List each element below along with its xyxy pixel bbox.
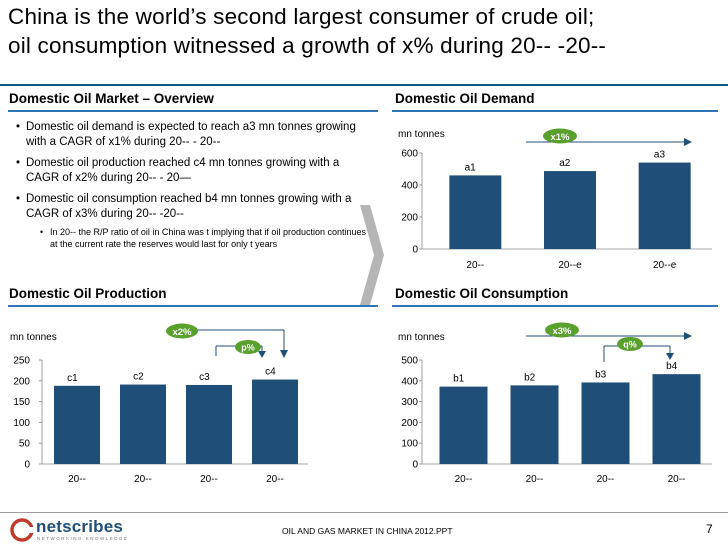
page-number: 7 — [706, 522, 713, 536]
demand-bar — [544, 171, 596, 249]
production-category-label: 20-- — [68, 474, 86, 485]
consumption-bar — [652, 374, 701, 464]
overview-sub-bullet: In 20-- the R/P ratio of oil in China wa… — [14, 226, 374, 250]
demand-y-tick-label: 200 — [401, 213, 418, 224]
demand-heading-rule — [392, 110, 718, 112]
demand-data-label: a3 — [654, 150, 666, 161]
production-growth-badge-label: x2% — [172, 327, 192, 338]
production-data-label: c4 — [265, 367, 276, 378]
footer-divider — [0, 512, 728, 513]
production-data-label: c2 — [133, 372, 144, 383]
demand-category-label: 20--e — [653, 260, 677, 271]
production-data-label: c1 — [67, 373, 78, 384]
consumption-growth-badge-label: x3% — [552, 326, 572, 337]
demand-bar — [449, 175, 502, 249]
demand-heading: Domestic Oil Demand — [395, 91, 535, 106]
overview-heading: Domestic Oil Market – Overview — [9, 91, 214, 106]
consumption-category-label: 20-- — [668, 474, 686, 485]
production-category-label: 20-- — [266, 474, 284, 485]
demand-growth-arrowhead-icon — [684, 138, 692, 146]
consumption-y-tick-label: 400 — [401, 376, 418, 387]
production-y-tick-label: 0 — [24, 460, 30, 471]
consumption-y-tick-label: 100 — [401, 439, 418, 450]
production-chart: mn tonnes x2% p% 0 50 100 150 200 250 c1 20-- c2… — [10, 323, 308, 485]
overview-bullet-list: Domestic oil demand is expected to reach… — [14, 120, 374, 250]
production-growth-arrowhead-icon — [280, 350, 288, 358]
consumption-bar — [581, 382, 630, 464]
demand-y-tick-label: 400 — [401, 181, 418, 192]
demand-growth-badge: x1% — [543, 128, 577, 144]
netscribes-logo-name: netscribes — [36, 517, 124, 536]
consumption-data-label: b2 — [524, 372, 536, 383]
demand-y-tick-label: 0 — [412, 245, 418, 256]
consumption-category-label: 20-- — [455, 474, 473, 485]
consumption-heading: Domestic Oil Consumption — [395, 286, 569, 301]
production-category-label: 20-- — [134, 474, 152, 485]
production-heading: Domestic Oil Production — [9, 286, 167, 301]
consumption-period-badge: q% — [617, 337, 643, 351]
title-divider — [0, 84, 728, 86]
consumption-y-tick-label: 300 — [401, 397, 418, 408]
production-category-label: 20-- — [200, 474, 218, 485]
slide-title: China is the world’s second largest cons… — [8, 2, 723, 60]
consumption-category-label: 20-- — [597, 474, 615, 485]
consumption-category-label: 20-- — [526, 474, 544, 485]
consumption-heading-rule — [392, 305, 718, 307]
consumption-bar — [510, 385, 559, 464]
consumption-chart: mn tonnes x3% q% 0 100 200 300 400 500 b1 20-- b… — [398, 322, 712, 485]
slide-title-line-2: oil consumption witnessed a growth of x%… — [8, 33, 607, 58]
demand-bar — [638, 162, 691, 249]
production-bar — [252, 379, 298, 464]
production-unit-label: mn tonnes — [10, 332, 57, 343]
document-title: OIL AND GAS MARKET IN CHINA 2012.PPT — [282, 526, 453, 536]
overview-heading-rule — [8, 110, 378, 112]
production-heading-rule — [8, 305, 378, 307]
production-y-tick-label: 150 — [13, 397, 30, 408]
netscribes-logo-tagline: NETWORKING KNOWLEDGE — [37, 536, 129, 541]
demand-growth-badge-label: x1% — [550, 132, 570, 143]
netscribes-logo-icon — [10, 518, 34, 542]
consumption-period-badge-label: q% — [623, 340, 637, 350]
demand-category-label: 20-- — [466, 260, 484, 271]
slide-title-line-1: China is the world’s second largest cons… — [8, 4, 595, 29]
consumption-y-tick-label: 0 — [412, 460, 418, 471]
production-data-label: c3 — [199, 372, 210, 383]
demand-unit-label: mn tonnes — [398, 129, 445, 140]
consumption-data-label: b3 — [595, 369, 607, 380]
consumption-data-label: b4 — [666, 361, 678, 372]
consumption-y-tick-label: 200 — [401, 418, 418, 429]
netscribes-logo: netscribes NETWORKING KNOWLEDGE — [10, 517, 140, 543]
demand-y-tick-label: 600 — [401, 149, 418, 160]
consumption-unit-label: mn tonnes — [398, 332, 445, 343]
consumption-growth-badge: x3% — [545, 322, 579, 338]
production-bar — [54, 385, 100, 464]
overview-bullet: Domestic oil demand is expected to reach… — [14, 120, 374, 150]
consumption-y-tick-label: 500 — [401, 356, 418, 367]
demand-data-label: a2 — [559, 158, 571, 169]
consumption-bar — [439, 386, 488, 464]
overview-bullet: Domestic oil production reached c4 mn to… — [14, 156, 374, 186]
production-period-badge-label: p% — [241, 343, 255, 353]
production-y-tick-label: 200 — [13, 376, 30, 387]
production-y-tick-label: 50 — [19, 439, 31, 450]
production-bar — [120, 384, 166, 464]
production-period-arrowhead-icon — [258, 351, 266, 358]
production-y-tick-label: 250 — [13, 356, 30, 367]
production-bar — [186, 384, 232, 464]
demand-category-label: 20--e — [558, 260, 582, 271]
consumption-period-arrowhead-icon — [666, 353, 674, 360]
demand-chart: mn tonnes x1% 0 200 400 600 a1 20-- a2 20--e a3 2… — [398, 128, 712, 271]
consumption-data-label: b1 — [453, 374, 465, 385]
transition-arrow-icon — [360, 205, 384, 305]
overview-bullet: Domestic oil consumption reached b4 mn t… — [14, 192, 374, 222]
production-period-badge: p% — [235, 340, 261, 354]
demand-data-label: a1 — [465, 162, 477, 173]
production-growth-badge: x2% — [166, 323, 198, 339]
production-y-tick-label: 100 — [13, 418, 30, 429]
consumption-growth-arrowhead-icon — [684, 332, 692, 340]
